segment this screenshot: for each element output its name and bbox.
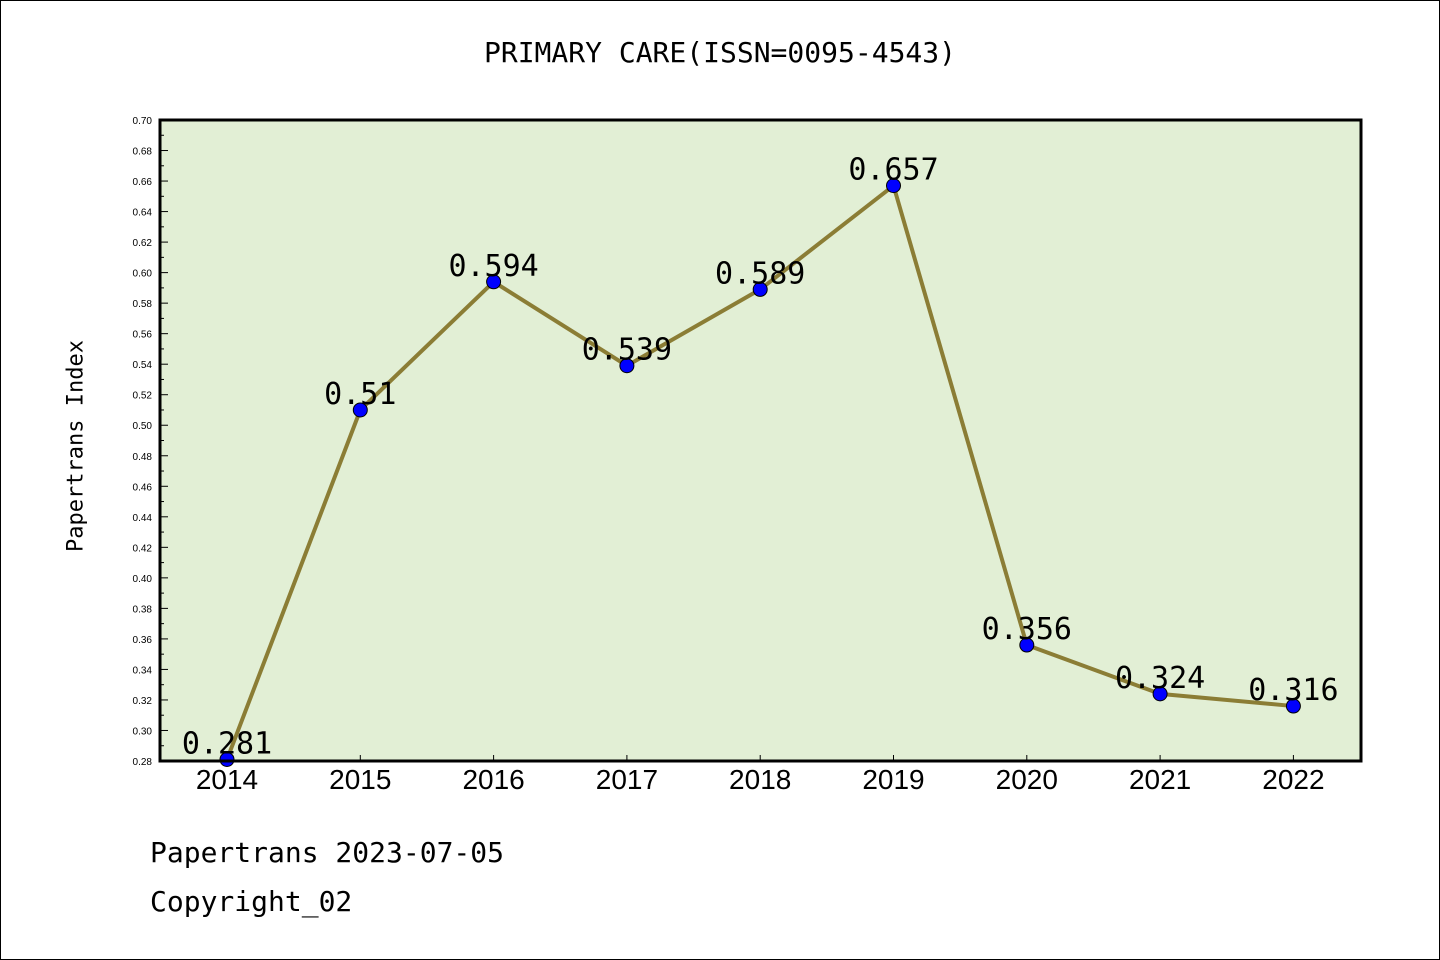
y-axis: 0.28 0.30 0.32 0.34 0.36 0.38 0.40 0.42 0.44 0.46… <box>133 116 168 768</box>
data-point <box>219 751 235 767</box>
data-label: 0.316 <box>1248 673 1338 708</box>
data-label: 0.594 <box>448 249 538 284</box>
y-tick-label: 0.34 <box>133 665 153 676</box>
y-tick-label: 0.52 <box>133 391 153 402</box>
footer-copyright: Copyright_02 <box>150 885 353 918</box>
y-tick-label: 0.50 <box>133 421 153 432</box>
y-tick-label: 0.54 <box>133 360 153 371</box>
data-point <box>752 281 768 297</box>
data-label: 0.51 <box>324 377 396 412</box>
data-labels: 0.281 0.51 0.594 0.539 0.589 0.657 0.356 0.324 0… <box>182 153 1339 762</box>
data-point <box>1285 698 1301 714</box>
y-tick-label: 0.62 <box>133 238 153 249</box>
plot-border <box>158 118 1363 763</box>
x-tick-label: 2016 <box>462 764 524 795</box>
y-tick-label: 0.66 <box>133 177 153 188</box>
x-tick-label: 2015 <box>329 764 391 795</box>
data-point <box>486 274 502 290</box>
y-tick-label: 0.48 <box>133 452 153 463</box>
footer-date: Papertrans 2023-07-05 <box>150 836 505 869</box>
plot-area <box>160 120 1361 761</box>
y-tick-label: 0.58 <box>133 299 153 310</box>
x-tick-label: 2014 <box>196 764 258 795</box>
y-tick-label: 0.68 <box>133 147 153 158</box>
data-point <box>1152 686 1168 702</box>
x-tick-label: 2022 <box>1262 764 1324 795</box>
y-tick-label: 0.28 <box>133 757 153 768</box>
x-tick-label: 2021 <box>1129 764 1191 795</box>
y-tick-label: 0.46 <box>133 482 153 493</box>
data-point <box>1019 637 1035 653</box>
y-tick-label: 0.44 <box>133 513 153 524</box>
data-point <box>886 178 901 194</box>
data-label: 0.589 <box>715 256 805 291</box>
x-tick-label: 2017 <box>596 764 658 795</box>
y-tick-label: 0.36 <box>133 635 153 646</box>
data-label: 0.281 <box>182 726 272 761</box>
y-tick-label: 0.60 <box>133 269 153 280</box>
data-label: 0.324 <box>1115 661 1205 696</box>
y-tick-label: 0.42 <box>133 543 153 554</box>
x-tick-label: 2019 <box>862 764 924 795</box>
x-tick-label: 2018 <box>729 764 791 795</box>
x-tick-label: 2020 <box>996 764 1058 795</box>
data-label: 0.539 <box>582 333 672 368</box>
y-tick-label: 0.38 <box>133 604 153 615</box>
y-tick-label: 0.30 <box>133 726 153 737</box>
data-point <box>352 402 368 418</box>
data-label: 0.657 <box>848 153 938 188</box>
chart-title: PRIMARY CARE(ISSN=0095-4543) <box>483 36 956 69</box>
data-markers <box>219 178 1301 767</box>
y-tick-label: 0.56 <box>133 330 153 341</box>
y-tick-label: 0.64 <box>133 208 153 219</box>
y-tick-label: 0.32 <box>133 696 153 707</box>
data-label: 0.356 <box>982 612 1072 647</box>
y-tick-label: 0.70 <box>133 116 153 127</box>
x-axis: 2014 2015 2016 2017 2018 2019 2020 2021 2022 <box>196 755 1325 795</box>
y-tick-label: 0.40 <box>133 574 153 585</box>
data-point <box>619 358 635 374</box>
